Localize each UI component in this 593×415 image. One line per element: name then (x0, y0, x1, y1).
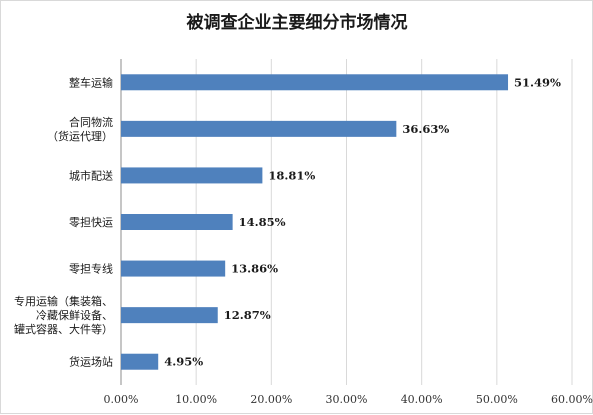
category-label: 整车运输 (69, 75, 113, 89)
bar (121, 353, 159, 370)
category-label: 城市配送 (69, 168, 113, 182)
x-tick-label: 20.00% (250, 393, 292, 406)
x-tick-label: 30.00% (326, 393, 368, 406)
category-label: 专用运输（集装箱、 (14, 294, 113, 308)
x-tick-label: 50.00% (476, 393, 518, 406)
x-tick-label: 0.00% (104, 393, 139, 406)
category-label: 零担快运 (69, 215, 113, 229)
data-label: 13.86% (231, 262, 278, 276)
category-label: 零担专线 (69, 262, 113, 276)
category-label: 冷藏保鲜设备、 (36, 308, 113, 322)
bar (121, 74, 509, 91)
category-label: 合同物流 (69, 115, 113, 129)
category-label: 罐式容器、大件等） (14, 322, 113, 336)
bars (121, 74, 509, 370)
x-axis-tick-labels: 0.00% 10.00% 20.00% 30.00% 40.00% 50.00% 60.00… (104, 393, 593, 406)
category-label: 货运场站 (69, 355, 113, 369)
data-labels: 51.49% 36.63% 18.81% 14.85% 13.86% 12.87% 4.95… (164, 75, 561, 368)
grid-lines (120, 59, 573, 385)
chart-title: 被调查企业主要细分市场情况 (187, 12, 408, 33)
data-label: 51.49% (514, 75, 561, 89)
data-label: 4.95% (164, 355, 203, 369)
x-tick-label: 40.00% (401, 393, 443, 406)
x-tick-label: 10.00% (175, 393, 217, 406)
data-label: 12.87% (224, 308, 271, 322)
bar (121, 307, 218, 324)
x-tick-label: 60.00% (551, 393, 593, 406)
bar (121, 167, 263, 184)
bar (121, 214, 233, 230)
data-label: 18.81% (268, 168, 315, 182)
bar (121, 260, 226, 277)
category-label: （货运代理） (47, 129, 113, 143)
bar (121, 120, 397, 137)
data-label: 36.63% (402, 122, 449, 136)
data-label: 14.85% (239, 215, 286, 229)
